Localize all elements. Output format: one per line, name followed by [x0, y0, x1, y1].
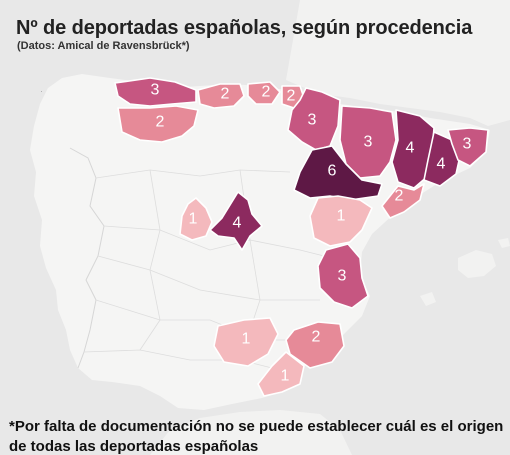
map-subtitle: (Datos: Amical de Ravensbrück*) — [17, 40, 190, 52]
label-lleida: 4 — [406, 140, 415, 157]
ibiza-island — [420, 292, 436, 306]
label-jaen: 1 — [242, 331, 251, 348]
province-madrid — [209, 191, 263, 251]
province-lleida — [391, 109, 435, 189]
province-tarragona — [381, 183, 425, 219]
label-asturias: 3 — [151, 82, 160, 99]
province-zaragoza — [293, 145, 383, 201]
province-leon — [117, 105, 199, 143]
label-cantabria: 2 — [221, 86, 230, 103]
footnote: *Por falta de documentación no se puede … — [9, 418, 504, 455]
label-tarragona: 2 — [395, 188, 404, 205]
africa-landmass — [150, 410, 352, 455]
label-avila: 1 — [189, 211, 198, 228]
label-navarra: 3 — [308, 112, 317, 129]
label-barcelona: 4 — [437, 156, 446, 173]
label-leon: 2 — [156, 114, 165, 131]
portugal-border — [69, 147, 105, 369]
label-madrid: 4 — [233, 215, 242, 232]
label-teruel: 1 — [337, 208, 346, 225]
mallorca-island — [458, 250, 496, 278]
province-asturias — [114, 77, 197, 107]
province-cantabria — [197, 83, 245, 109]
menorca-island — [498, 238, 510, 248]
province-murcia — [285, 321, 345, 369]
label-murcia: 2 — [312, 329, 321, 346]
province-jaen — [213, 317, 279, 367]
province-valencia — [317, 243, 369, 309]
label-zaragoza: 6 — [328, 163, 337, 180]
town-label: · — [40, 86, 43, 96]
map-title: Nº de deportadas españolas, según proced… — [16, 17, 473, 39]
province-teruel — [309, 195, 373, 247]
province-almeria — [257, 351, 305, 397]
label-girona: 3 — [463, 136, 472, 153]
france-landmass — [286, 0, 510, 126]
province-vizcaya — [247, 81, 281, 105]
label-valencia: 3 — [338, 268, 347, 285]
province-girona — [447, 127, 489, 167]
province-avila — [179, 197, 213, 241]
label-guipuzcoa: 2 — [287, 88, 296, 105]
label-vizcaya: 2 — [262, 84, 271, 101]
label-huesca: 3 — [364, 134, 373, 151]
province-huesca — [339, 105, 397, 179]
label-almeria: 1 — [281, 368, 290, 385]
